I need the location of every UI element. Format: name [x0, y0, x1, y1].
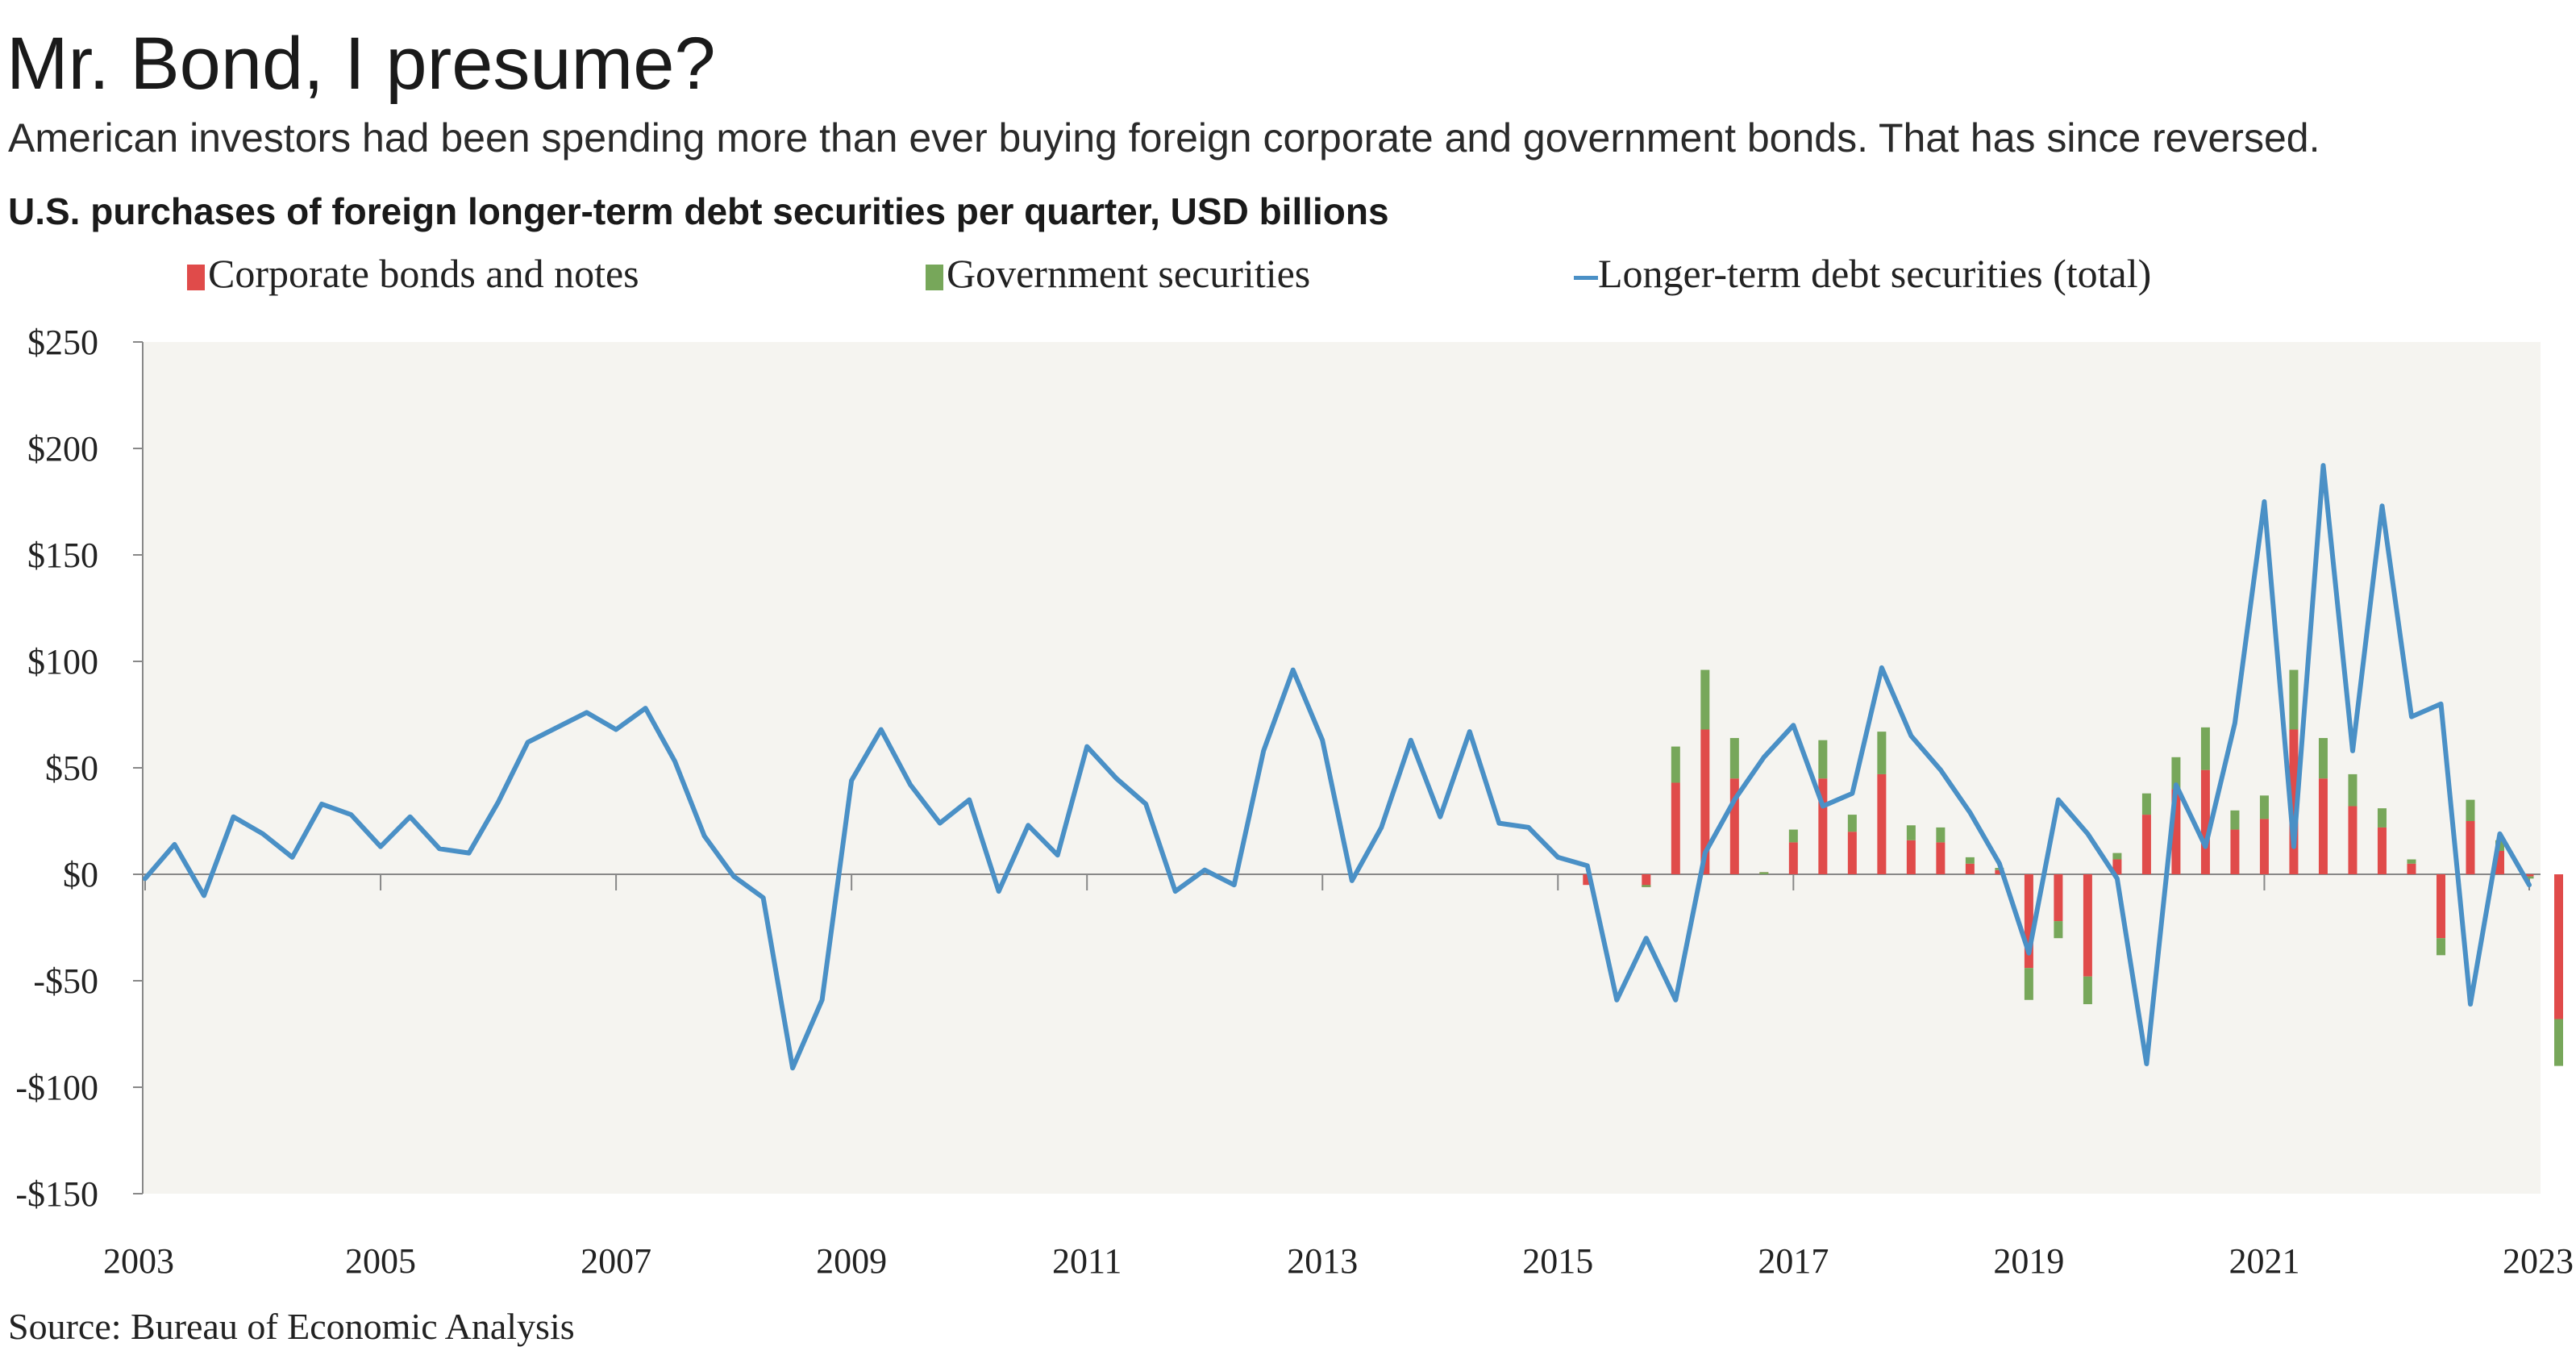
x-tick-label: 2021: [2229, 1241, 2299, 1281]
bar-government: [2054, 921, 2063, 939]
bar-government: [1965, 857, 1975, 864]
legend-government-swatch: [926, 265, 943, 290]
bar-corporate: [2554, 874, 2564, 1019]
bar-corporate: [1583, 874, 1592, 886]
bar-corporate: [1642, 874, 1651, 887]
legend-total-label: Longer-term debt securities (total): [1598, 251, 2151, 296]
bar-government: [2318, 738, 2328, 779]
bar-corporate: [1847, 832, 1857, 874]
y-tick-label: -$150: [15, 1174, 98, 1214]
bar-government: [2436, 938, 2445, 956]
bar-corporate: [1818, 778, 1828, 874]
bar-corporate: [2436, 874, 2445, 939]
bar-corporate: [2230, 829, 2240, 874]
bar-government: [2024, 968, 2033, 1000]
y-axis-ticks: -$150 -$100 -$50 $0 $50 $100 $150 $200 $250: [15, 323, 143, 1214]
x-tick-label: 2023: [2503, 1241, 2574, 1281]
bar-government: [2466, 799, 2475, 821]
bar-government: [1877, 732, 1887, 774]
page-subtitle: American investors had been spending mor…: [8, 115, 2320, 161]
bar-government: [2141, 793, 2151, 815]
y-tick-label: $250: [27, 323, 98, 362]
bar-corporate: [2200, 769, 2210, 874]
bar-corporate: [2495, 850, 2504, 874]
bar-corporate: [1965, 863, 1975, 874]
bar-government: [2083, 976, 2092, 1005]
bar-corporate: [2024, 874, 2033, 969]
bar-government: [1936, 827, 1946, 843]
stacked-bars: [1583, 669, 2564, 1066]
bar-corporate: [2112, 859, 2122, 874]
bar-government: [2112, 853, 2122, 860]
bar-corporate: [1788, 842, 1798, 874]
bar-corporate: [2348, 806, 2358, 874]
bar-corporate: [1700, 729, 1710, 874]
y-tick-label: $100: [27, 642, 98, 682]
bar-government: [2230, 810, 2240, 830]
x-tick-label: 2013: [1287, 1241, 1358, 1281]
bar-corporate: [1729, 778, 1739, 874]
bar-government: [2554, 1019, 2564, 1066]
bar-government: [1906, 825, 1916, 840]
x-tick-label: 2019: [1993, 1241, 2064, 1281]
bar-government: [1671, 746, 1680, 783]
legend-corporate-label: Corporate bonds and notes: [208, 251, 639, 296]
bar-government: [1700, 669, 1710, 730]
bar-government: [1818, 740, 1828, 779]
bar-government: [2524, 876, 2534, 879]
bar-government: [1729, 738, 1739, 779]
bar-corporate: [1936, 842, 1946, 874]
bar-government: [1847, 815, 1857, 832]
bar-government: [2171, 757, 2181, 790]
x-axis-ticks: 2003 2005 2007 2009 2011 2013 2015 2017 2019 2021…: [103, 874, 2574, 1281]
y-tick-label: -$100: [15, 1068, 98, 1107]
bar-corporate: [1877, 773, 1887, 874]
bar-corporate: [1906, 840, 1916, 874]
bar-government: [2377, 808, 2387, 828]
x-tick-label: 2005: [345, 1241, 416, 1281]
bar-corporate: [2524, 874, 2534, 877]
source-note: Source: Bureau of Economic Analysis: [8, 1306, 575, 1347]
plot-area: [143, 342, 2541, 1194]
bar-corporate: [2259, 819, 2269, 874]
bar-government: [1642, 885, 1651, 887]
bar-corporate: [2318, 778, 2328, 874]
x-tick-label: 2009: [816, 1241, 887, 1281]
bar-corporate: [2171, 789, 2181, 874]
legend-corporate-swatch: [187, 265, 205, 290]
y-tick-label: $0: [63, 855, 98, 894]
legend-government-label: Government securities: [947, 251, 1310, 296]
bar-government: [2200, 727, 2210, 770]
bar-corporate: [1671, 782, 1680, 874]
bar-government: [2289, 669, 2299, 730]
bar-corporate: [1995, 869, 2004, 874]
bar-government: [1788, 829, 1798, 843]
y-tick-label: $200: [27, 429, 98, 469]
legend: Corporate bonds and notes Government sec…: [187, 251, 2151, 296]
y-tick-label: -$50: [33, 961, 98, 1001]
bar-government: [2259, 795, 2269, 819]
bar-corporate: [2407, 863, 2416, 874]
bar-government: [2407, 859, 2416, 864]
series-line-total: [143, 463, 2532, 1071]
bar-government: [2348, 773, 2358, 807]
bar-corporate: [2466, 821, 2475, 874]
bar-corporate: [2083, 874, 2092, 977]
y-tick-label: $50: [45, 748, 98, 788]
page-title: Mr. Bond, I presume?: [6, 23, 716, 105]
legend-total-swatch: [1574, 276, 1598, 280]
chart-title: U.S. purchases of foreign longer-term de…: [8, 190, 1389, 232]
x-tick-label: 2017: [1758, 1241, 1829, 1281]
x-tick-label: 2003: [103, 1241, 174, 1281]
bar-corporate: [2289, 729, 2299, 874]
y-tick-label: $150: [27, 536, 98, 575]
bar-corporate: [2377, 827, 2387, 874]
x-tick-label: 2015: [1522, 1241, 1593, 1281]
bar-corporate: [2054, 874, 2063, 922]
bar-corporate: [2141, 815, 2151, 874]
x-tick-label: 2007: [581, 1241, 651, 1281]
x-tick-label: 2011: [1052, 1241, 1122, 1281]
bar-government: [1759, 872, 1769, 874]
